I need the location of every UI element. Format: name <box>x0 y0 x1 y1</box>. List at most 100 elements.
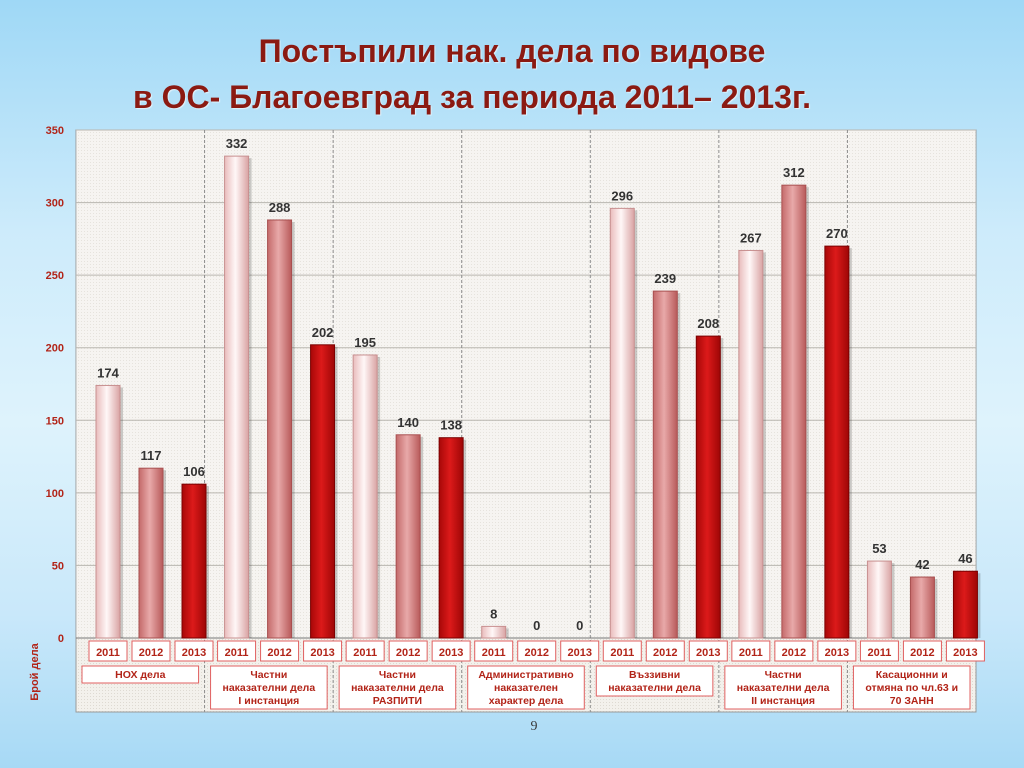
year-cell <box>217 640 257 662</box>
y-tick-label: 350 <box>46 125 64 137</box>
year-cell <box>474 640 514 662</box>
year-cell <box>517 640 557 662</box>
year-label: 2011 <box>482 647 506 659</box>
category-label: Въззивни <box>629 669 680 681</box>
category-label: характер дела <box>489 695 564 707</box>
category-box <box>595 665 714 697</box>
year-cell <box>902 640 942 662</box>
category-box <box>210 665 328 710</box>
y-tick-label: 200 <box>46 343 64 355</box>
data-label: 140 <box>397 415 419 430</box>
y-tick-label: 50 <box>52 560 64 572</box>
category-box <box>724 665 842 710</box>
year-cell <box>774 640 814 662</box>
data-label: 239 <box>654 271 676 286</box>
bar-2013 <box>438 437 464 639</box>
bar-2012 <box>138 467 164 639</box>
year-label: 2011 <box>96 647 120 659</box>
category-label: наказателни дела <box>608 682 701 694</box>
data-label: 296 <box>611 188 633 203</box>
category-label: наказателен <box>494 682 558 694</box>
chart-title: Постъпили нак. дела по видове в ОС- Благ… <box>0 28 1024 120</box>
y-tick-label: 150 <box>46 415 64 427</box>
year-label: 2013 <box>953 647 977 659</box>
year-label: 2013 <box>696 647 720 659</box>
year-cell <box>131 640 171 662</box>
year-label: 2013 <box>825 647 849 659</box>
year-cell <box>817 640 857 662</box>
year-label: 2011 <box>739 647 763 659</box>
bar-2012 <box>781 184 807 639</box>
data-label: 195 <box>354 335 376 350</box>
year-label: 2012 <box>267 647 291 659</box>
year-cell <box>388 640 428 662</box>
category-label: отмяна по чл.63 и <box>865 682 958 694</box>
bar-2011 <box>352 354 378 639</box>
year-cell <box>945 640 985 662</box>
category-label: Частни <box>765 669 802 681</box>
year-cell <box>174 640 214 662</box>
data-label: 46 <box>958 551 972 566</box>
year-cell <box>260 640 300 662</box>
bar-2013 <box>952 570 978 639</box>
year-label: 2013 <box>567 647 591 659</box>
year-cell <box>859 640 899 662</box>
year-label: 2011 <box>353 647 377 659</box>
category-label: наказателни дела <box>737 682 830 694</box>
data-label: 332 <box>226 136 248 151</box>
year-label: 2013 <box>182 647 206 659</box>
data-label: 208 <box>697 316 719 331</box>
year-label: 2013 <box>310 647 334 659</box>
category-label: Частни <box>379 669 416 681</box>
data-label: 0 <box>533 618 540 633</box>
year-label: 2012 <box>524 647 548 659</box>
data-label: 270 <box>826 226 848 241</box>
year-label: 2013 <box>439 647 463 659</box>
data-label: 117 <box>141 448 162 463</box>
y-axis-label: Брой дела <box>29 642 41 700</box>
year-cell <box>88 640 128 662</box>
bar-2012 <box>909 576 935 639</box>
bar-2011 <box>609 207 635 639</box>
year-cell <box>303 640 343 662</box>
category-label: Административно <box>478 669 573 681</box>
category-label: РАЗПИТИ <box>373 695 422 707</box>
year-label: 2011 <box>610 647 634 659</box>
y-tick-label: 100 <box>46 488 64 500</box>
category-label: 70 ЗАНН <box>890 695 934 707</box>
data-label: 106 <box>183 464 205 479</box>
y-tick-label: 300 <box>46 198 64 210</box>
y-tick-label: 0 <box>58 633 64 645</box>
title-line-1: Постъпили нак. дела по видове <box>258 33 766 69</box>
category-box <box>338 665 457 710</box>
bar-2013 <box>695 335 721 639</box>
category-label: II инстанция <box>751 695 815 707</box>
bar-2012 <box>267 219 293 639</box>
year-cell <box>560 640 600 662</box>
y-tick-label: 250 <box>46 270 64 282</box>
category-label: наказателни дела <box>222 682 315 694</box>
bar-2013 <box>310 344 336 639</box>
bar-2012 <box>395 434 421 639</box>
year-label: 2011 <box>867 647 891 659</box>
bar-2013 <box>824 245 850 639</box>
year-label: 2011 <box>225 647 249 659</box>
data-label: 0 <box>576 618 583 633</box>
title-line-2: в ОС- Благоевград за периода 2011– 2013г… <box>133 79 811 115</box>
data-label: 42 <box>915 557 929 572</box>
bar-2011 <box>481 625 507 639</box>
data-label: 138 <box>440 418 462 433</box>
page-number: 9 <box>530 719 538 734</box>
data-label: 174 <box>97 365 119 380</box>
bar-2013 <box>181 483 207 639</box>
category-box <box>81 665 200 684</box>
year-label: 2012 <box>910 647 934 659</box>
bar-2011 <box>866 560 892 639</box>
data-label: 8 <box>490 606 497 621</box>
category-label: Касационни и <box>876 669 948 681</box>
data-label: 53 <box>872 541 886 556</box>
year-cell <box>645 640 685 662</box>
year-cell <box>602 640 642 662</box>
bar-2011 <box>738 249 764 639</box>
